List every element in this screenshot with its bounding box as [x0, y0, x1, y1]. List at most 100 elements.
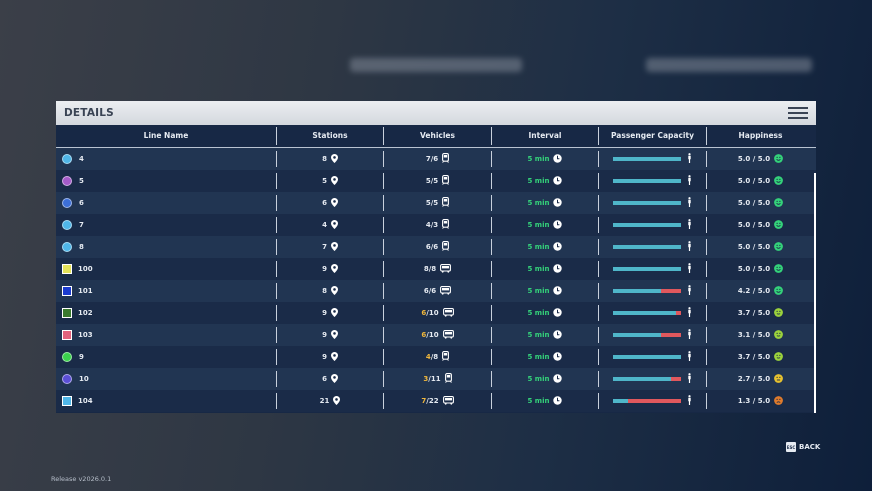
capacity-bar — [613, 267, 681, 271]
hamburger-menu-icon[interactable] — [788, 107, 808, 119]
clock-icon — [553, 307, 563, 319]
stations-cell: 5 — [276, 173, 383, 189]
line-name-cell: 10 — [56, 371, 276, 387]
column-header-passenger-capacity[interactable]: Passenger Capacity — [598, 127, 706, 145]
vehicles-total: /5 — [430, 177, 439, 185]
happiness-value: 3.1 / 5.0 — [737, 331, 771, 339]
table-row[interactable]: 10 6 3/11 5 min 2.7 / 5.0 — [56, 368, 816, 390]
interval-value: 5 min — [527, 243, 550, 251]
interval-value: 5 min — [527, 353, 550, 361]
table-row[interactable]: 8 7 6/6 5 min 5.0 / 5.0 — [56, 236, 816, 258]
stations-cell: 6 — [276, 195, 383, 211]
train-icon — [442, 153, 450, 165]
column-header-happiness[interactable]: Happiness — [706, 127, 814, 145]
happiness-cell: 5.0 / 5.0 — [706, 217, 814, 233]
smiley-happy-icon — [774, 219, 784, 231]
stations-cell: 9 — [276, 305, 383, 321]
stations-count: 6 — [322, 199, 327, 207]
stations-count: 5 — [322, 177, 327, 185]
table-row[interactable]: 102 9 6/10 5 min 3.7 / 5.0 — [56, 302, 816, 324]
interval-cell: 5 min — [491, 305, 598, 321]
panel-title: DETAILS — [64, 107, 114, 119]
table-row[interactable]: 9 9 4/8 5 min 3.7 / 5.0 — [56, 346, 816, 368]
stations-cell: 7 — [276, 239, 383, 255]
smiley-happy-icon — [774, 153, 784, 165]
vehicles-in-use: 5 — [425, 199, 431, 207]
smiley-happy-icon — [774, 175, 784, 187]
map-pin-icon — [330, 153, 338, 165]
interval-value: 5 min — [527, 397, 550, 405]
line-name: 104 — [78, 397, 93, 405]
column-header-vehicles[interactable]: Vehicles — [383, 127, 491, 145]
table-row[interactable]: 103 9 6/10 5 min 3.1 / 5.0 — [56, 324, 816, 346]
line-color-circle-icon — [62, 374, 72, 384]
line-name-cell: 8 — [56, 239, 276, 255]
table-row[interactable]: 100 9 8/8 5 min 5.0 / 5.0 — [56, 258, 816, 280]
interval-cell: 5 min — [491, 173, 598, 189]
column-header-interval[interactable]: Interval — [491, 127, 598, 145]
happiness-value: 4.2 / 5.0 — [737, 287, 771, 295]
vehicles-total: /11 — [428, 375, 441, 383]
column-header-stations[interactable]: Stations — [276, 127, 383, 145]
line-name-cell: 104 — [56, 393, 276, 409]
table-row[interactable]: 4 8 7/6 5 min 5.0 / 5.0 — [56, 148, 816, 170]
line-name-cell: 102 — [56, 305, 276, 321]
person-icon — [687, 373, 692, 385]
interval-cell: 5 min — [491, 261, 598, 277]
vehicles-cell: 6/10 — [383, 327, 491, 343]
table-row[interactable]: 7 4 4/3 5 min 5.0 / 5.0 — [56, 214, 816, 236]
vehicles-in-use: 6 — [421, 331, 427, 339]
interval-cell: 5 min — [491, 239, 598, 255]
scrollbar[interactable] — [814, 173, 816, 413]
map-pin-icon — [333, 395, 341, 407]
background-blur-right — [646, 58, 812, 72]
capacity-cell — [598, 371, 706, 387]
interval-cell: 5 min — [491, 349, 598, 365]
capacity-cell — [598, 173, 706, 189]
bus-icon — [442, 329, 454, 341]
interval-value: 5 min — [527, 309, 550, 317]
vehicles-total: /8 — [428, 265, 437, 273]
smiley-happy-icon — [774, 197, 784, 209]
clock-icon — [553, 329, 563, 341]
clock-icon — [553, 219, 563, 231]
table-row[interactable]: 5 5 5/5 5 min 5.0 / 5.0 — [56, 170, 816, 192]
capacity-overflow-fill — [676, 311, 681, 315]
column-header-line-name[interactable]: Line Name — [143, 131, 189, 140]
bus-icon — [442, 307, 454, 319]
line-name-cell: 100 — [56, 261, 276, 277]
back-button[interactable]: ESC BACK — [786, 442, 820, 452]
details-panel: DETAILS Line Name Stations Vehicles Inte… — [56, 101, 816, 413]
line-name: 5 — [79, 177, 84, 185]
vehicles-in-use: 6 — [423, 287, 429, 295]
capacity-bar — [613, 399, 681, 403]
capacity-cell — [598, 239, 706, 255]
table-row[interactable]: 104 21 7/22 5 min 1.3 / 5.0 — [56, 390, 816, 412]
smiley-ok-icon — [774, 351, 784, 363]
line-name-cell: 4 — [56, 151, 276, 167]
happiness-value: 5.0 / 5.0 — [737, 199, 771, 207]
vehicles-in-use: 7 — [421, 397, 427, 405]
line-color-square-icon — [62, 396, 72, 406]
stations-count: 7 — [322, 243, 327, 251]
clock-icon — [553, 373, 563, 385]
smiley-happy-icon — [774, 285, 784, 297]
line-color-circle-icon — [62, 176, 72, 186]
interval-cell: 5 min — [491, 371, 598, 387]
happiness-cell: 5.0 / 5.0 — [706, 173, 814, 189]
table-row[interactable]: 6 6 5/5 5 min 5.0 / 5.0 — [56, 192, 816, 214]
line-name: 103 — [78, 331, 93, 339]
stations-cell: 4 — [276, 217, 383, 233]
vehicles-total: /6 — [430, 155, 439, 163]
clock-icon — [553, 285, 563, 297]
map-pin-icon — [330, 307, 338, 319]
table-row[interactable]: 101 8 6/6 5 min 4.2 / 5.0 — [56, 280, 816, 302]
capacity-bar — [613, 355, 681, 359]
vehicles-total: /10 — [426, 331, 439, 339]
person-icon — [687, 329, 692, 341]
happiness-value: 3.7 / 5.0 — [737, 309, 771, 317]
capacity-overflow-fill — [627, 399, 681, 403]
interval-cell: 5 min — [491, 217, 598, 233]
interval-value: 5 min — [527, 221, 550, 229]
capacity-cell — [598, 393, 706, 409]
